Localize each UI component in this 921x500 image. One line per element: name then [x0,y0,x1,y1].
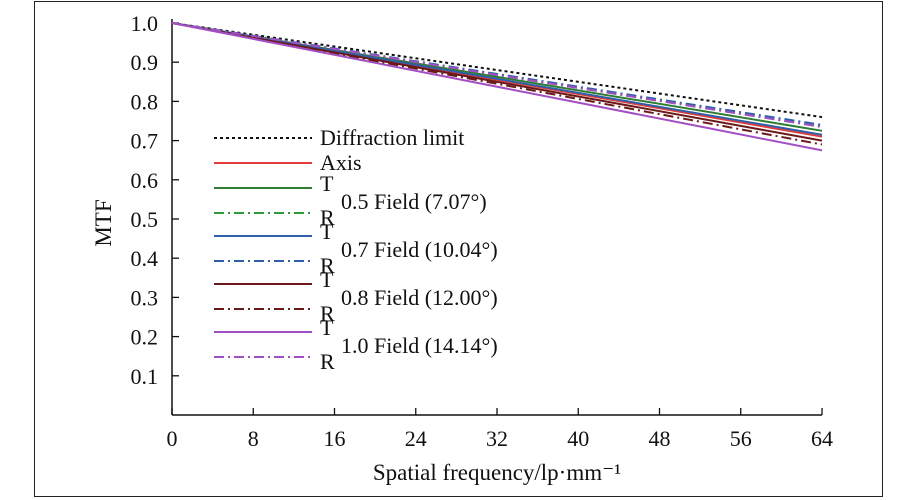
x-tick-label: 16 [324,426,346,451]
legend-label: 0.8 Field (12.00°) [341,285,498,310]
x-tick-label: 64 [811,426,833,451]
x-tick-label: 56 [730,426,752,451]
legend-t-label: T [320,267,334,292]
legend-r-label: R [320,253,335,278]
series-layer [171,22,823,152]
y-tick-label: 0.7 [131,129,159,154]
y-tick-label: 0.4 [131,246,159,271]
y-tick-label: 1.0 [131,11,159,36]
legend-label: Axis [320,150,362,175]
legend-label: 0.7 Field (10.04°) [341,237,498,262]
series-line-1-0-field-14-14-t [171,22,823,152]
y-tick-label: 0.8 [131,89,159,114]
legend-label: 0.5 Field (7.07°) [341,189,487,214]
legend-t-label: T [320,171,334,196]
y-axis-label: MTF [91,199,116,246]
legend-label: 1.0 Field (14.14°) [341,333,498,358]
axes: 0 8 16 24 32 40 48 56 64 0.1 0.2 0.3 0.4 0.5 0.6 0.7 0.8… [131,11,834,451]
series-line-diffraction-limit [171,22,823,119]
x-tick-label: 32 [486,426,508,451]
y-tick-label: 0.6 [131,168,159,193]
legend-r-label: R [320,205,335,230]
y-tick-label: 0.5 [131,207,159,232]
legend-t-label: T [320,219,334,244]
y-tick-label: 0.9 [131,50,159,75]
legend-r-label: R [320,349,335,374]
y-tick-label: 0.2 [131,325,159,350]
x-tick-label: 8 [248,426,259,451]
legend-t-label: T [320,315,334,340]
x-tick-label: 48 [649,426,671,451]
legend-label: Diffraction limit [320,125,464,150]
y-tick-label: 0.1 [131,364,159,389]
x-tick-label: 24 [405,426,427,451]
y-tick-label: 0.3 [131,285,159,310]
x-tick-label: 0 [167,426,178,451]
series-line-1-0-field-14-14-r [171,22,823,128]
series-line-0-8-field-12-00-t [171,22,823,142]
x-axis-label: Spatial frequency/lp·mm⁻¹ [373,460,621,485]
legend-r-label: R [320,301,335,326]
x-tick-label: 40 [567,426,589,451]
